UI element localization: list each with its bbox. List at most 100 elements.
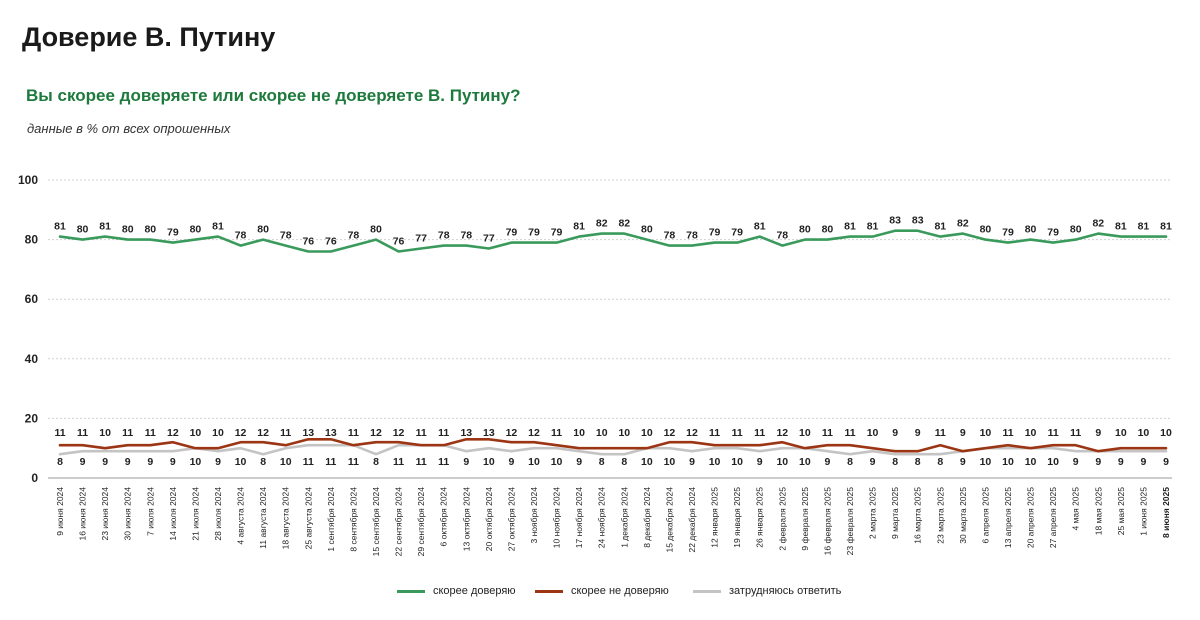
data-label-undecided: 11	[438, 456, 449, 468]
x-tick-label: 25 августа 2024	[303, 487, 313, 550]
data-label-distrust: 11	[438, 427, 449, 439]
data-label-trust: 80	[1025, 224, 1037, 236]
x-tick-label: 30 июня 2024	[123, 487, 133, 541]
data-label-undecided: 8	[937, 456, 943, 468]
data-label-distrust: 10	[799, 427, 811, 439]
data-label-trust: 79	[167, 227, 179, 239]
data-label-distrust: 13	[460, 427, 472, 439]
data-label-distrust: 12	[235, 427, 247, 439]
chart-question: Вы скорее доверяете или скорее не доверя…	[26, 86, 521, 105]
data-label-undecided: 9	[689, 456, 695, 468]
data-label-trust: 76	[325, 236, 337, 248]
legend-label-undecided: затрудняюсь ответить	[729, 585, 842, 597]
series-line-trust	[58, 229, 1168, 253]
data-label-trust: 78	[776, 230, 788, 242]
x-tick-label: 16 марта 2025	[913, 487, 923, 544]
y-tick-label-60: 60	[25, 292, 39, 306]
data-label-distrust: 10	[867, 427, 879, 439]
data-label-undecided: 9	[215, 456, 221, 468]
legend-swatch-distrust	[535, 589, 563, 593]
data-label-distrust: 11	[935, 427, 946, 439]
data-label-trust: 81	[844, 221, 856, 233]
x-tick-label: 27 апреля 2025	[1048, 487, 1058, 548]
chart-legend: скорее доверяю скорее не доверяю затрудн…	[0, 585, 1200, 605]
data-label-trust: 80	[822, 224, 834, 236]
data-label-undecided: 9	[1141, 456, 1147, 468]
data-label-trust: 78	[460, 230, 472, 242]
series-line-distrust	[58, 437, 1168, 453]
data-label-distrust: 12	[664, 427, 676, 439]
data-label-undecided: 9	[170, 456, 176, 468]
data-label-undecided: 10	[980, 456, 992, 468]
data-label-distrust: 11	[145, 427, 156, 439]
x-tick-label: 20 апреля 2025	[1026, 487, 1036, 548]
x-tick-label: 8 декабря 2024	[642, 487, 652, 548]
data-label-trust: 79	[731, 227, 743, 239]
data-label-undecided: 10	[528, 456, 540, 468]
data-label-distrust: 11	[1002, 427, 1013, 439]
data-label-trust: 79	[709, 227, 721, 239]
x-tick-label: 9 марта 2025	[890, 487, 900, 539]
x-tick-label: 1 июня 2025	[1138, 487, 1148, 536]
data-label-trust: 78	[235, 230, 247, 242]
x-tick-label: 6 октября 2024	[439, 487, 449, 547]
data-label-distrust: 11	[122, 427, 133, 439]
data-label-distrust: 11	[844, 427, 855, 439]
x-tick-label: 23 февраля 2025	[845, 487, 855, 556]
x-tick-label: 24 ноября 2024	[597, 487, 607, 548]
x-tick-label: 18 мая 2025	[1093, 487, 1103, 536]
data-label-distrust: 10	[99, 427, 111, 439]
legend-item-undecided: затрудняюсь ответить	[693, 585, 841, 597]
x-tick-label: 3 ноября 2024	[529, 487, 539, 544]
data-label-trust: 79	[551, 227, 563, 239]
data-label-undecided: 9	[757, 456, 763, 468]
x-tick-label: 2 февраля 2025	[777, 487, 787, 551]
data-label-undecided: 8	[847, 456, 853, 468]
data-label-trust: 81	[573, 221, 585, 233]
x-tick-label: 4 мая 2025	[1071, 487, 1081, 531]
legend-item-trust: скорее доверяю	[397, 585, 516, 597]
data-label-undecided: 9	[870, 456, 876, 468]
data-label-distrust: 11	[732, 427, 743, 439]
data-label-distrust: 10	[573, 427, 585, 439]
x-tick-label: 16 июня 2024	[78, 487, 88, 541]
data-label-distrust: 12	[528, 427, 540, 439]
data-label-undecided: 9	[1073, 456, 1079, 468]
y-tick-label-100: 100	[18, 173, 38, 187]
data-label-trust: 80	[122, 224, 134, 236]
data-label-undecided: 10	[1047, 456, 1059, 468]
x-tick-label: 25 мая 2025	[1116, 487, 1126, 536]
data-label-distrust: 12	[167, 427, 179, 439]
data-label-distrust: 11	[416, 427, 427, 439]
data-label-distrust: 12	[257, 427, 269, 439]
data-label-undecided: 9	[147, 456, 153, 468]
page-title: Доверие В. Путину	[22, 22, 276, 52]
data-label-distrust: 11	[754, 427, 765, 439]
x-tick-label: 13 апреля 2025	[1003, 487, 1013, 548]
data-label-distrust: 13	[325, 427, 337, 439]
x-tick-label: 16 февраля 2025	[822, 487, 832, 556]
data-label-trust: 81	[54, 221, 66, 233]
data-label-trust: 81	[99, 221, 111, 233]
data-label-undecided: 8	[892, 456, 898, 468]
x-tick-label: 9 февраля 2025	[800, 487, 810, 551]
data-label-trust: 76	[302, 236, 314, 248]
y-tick-label-0: 0	[31, 471, 38, 485]
data-label-trust: 81	[1160, 221, 1172, 233]
data-label-undecided: 9	[80, 456, 86, 468]
data-label-distrust: 11	[709, 427, 720, 439]
data-label-undecided: 11	[303, 456, 314, 468]
data-label-trust: 80	[257, 224, 269, 236]
x-tick-label: 13 октября 2024	[461, 487, 471, 552]
data-label-distrust: 9	[892, 427, 898, 439]
data-label-trust: 80	[144, 224, 156, 236]
data-label-trust: 79	[1047, 227, 1059, 239]
data-label-distrust: 10	[641, 427, 653, 439]
x-tick-label: 20 октября 2024	[484, 487, 494, 552]
x-tick-label: 10 ноября 2024	[552, 487, 562, 548]
data-label-undecided: 9	[125, 456, 131, 468]
x-tick-label: 18 августа 2024	[281, 487, 291, 550]
data-label-trust: 79	[528, 227, 540, 239]
x-tick-label: 11 августа 2024	[258, 487, 268, 549]
data-label-undecided: 8	[599, 456, 605, 468]
